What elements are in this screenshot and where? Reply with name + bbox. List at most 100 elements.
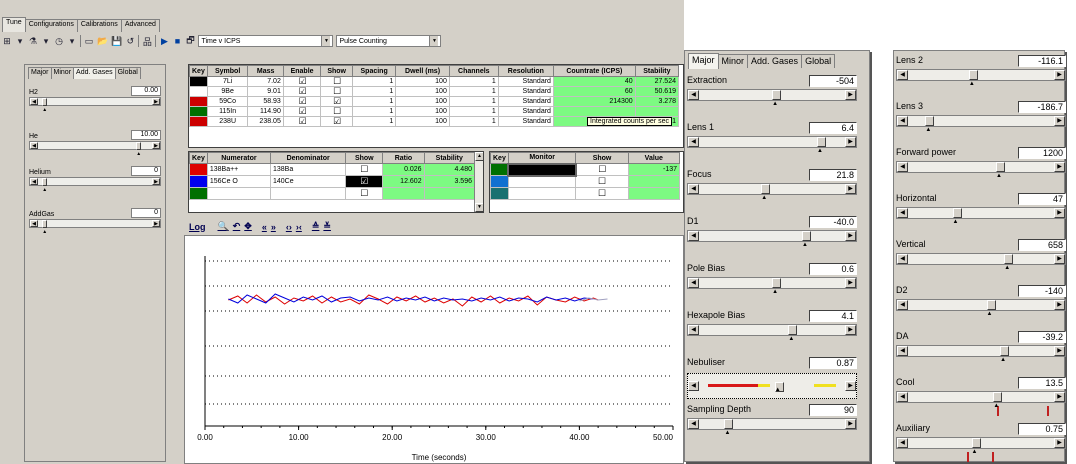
gas-slider[interactable]: ◀ ▶ xyxy=(29,177,161,186)
param-value-field[interactable]: 47 xyxy=(1018,193,1066,205)
spacing-cell[interactable]: 1 xyxy=(352,106,397,117)
arrow-right-icon[interactable]: ▶ xyxy=(845,231,856,241)
param-slider[interactable]: ◀ ▶ xyxy=(896,115,1066,127)
dwell-cell[interactable]: 100 xyxy=(395,106,450,117)
param-value-field[interactable]: 13.5 xyxy=(1018,377,1066,389)
key-swatch[interactable] xyxy=(189,187,208,200)
numerator-cell[interactable] xyxy=(206,187,272,200)
arrow-left-icon[interactable]: ◀ xyxy=(897,116,908,126)
channels-cell[interactable]: 1 xyxy=(448,76,499,87)
expand-icon[interactable]: ‹› xyxy=(285,221,292,232)
arrow-left-icon[interactable]: ◀ xyxy=(688,184,699,194)
enable-cell[interactable]: ☑ xyxy=(282,76,322,87)
properties-icon[interactable]: 🗗 xyxy=(186,35,195,45)
symbol-cell[interactable]: 7Li xyxy=(206,76,249,87)
resolution-cell[interactable]: Standard xyxy=(497,116,554,127)
arrow-left-icon[interactable]: ◀ xyxy=(897,346,908,356)
mass-cell[interactable]: 114.90 xyxy=(247,106,284,117)
show-cell[interactable]: ☐ xyxy=(575,175,629,188)
monitor-cell[interactable] xyxy=(507,175,577,188)
arrow-left-icon[interactable]: ◀ xyxy=(897,70,908,80)
slider-thumb[interactable] xyxy=(42,220,48,228)
mass-cell[interactable]: 58.93 xyxy=(247,96,284,107)
scroll-up-icon[interactable]: ▲ xyxy=(475,152,483,161)
spacing-cell[interactable]: 1 xyxy=(352,116,397,127)
slider-thumb[interactable] xyxy=(1000,346,1010,356)
col-header[interactable]: Stability xyxy=(423,152,476,164)
show-checkbox[interactable]: ☑ xyxy=(333,116,342,126)
gas-slider[interactable]: ◀ ▶ xyxy=(29,219,161,228)
enable-checkbox[interactable]: ☑ xyxy=(298,116,307,126)
param-slider[interactable]: ◀ ▶ xyxy=(896,69,1066,81)
key-swatch[interactable] xyxy=(189,86,208,97)
gas-value-field[interactable]: 10.00 xyxy=(131,130,161,140)
param-value-field[interactable]: 4.1 xyxy=(809,310,857,322)
monitor-cell[interactable] xyxy=(507,162,577,177)
col-header[interactable]: Enable xyxy=(282,65,322,77)
slider-thumb[interactable] xyxy=(925,116,935,126)
arrow-right-icon[interactable]: ▶ xyxy=(845,419,856,429)
param-slider[interactable]: ◀ ▶ xyxy=(896,253,1066,265)
arrow-right-icon[interactable]: ▶ xyxy=(845,381,856,391)
param-slider[interactable]: ◀ ▶ xyxy=(687,89,857,101)
analyte-row[interactable]: 9Be 9.01 ☑ ☐ 1 100 1 Standard 60 50.619 xyxy=(189,86,680,97)
slider-thumb[interactable] xyxy=(788,325,798,335)
param-slider[interactable]: ◀ ▶ xyxy=(896,207,1066,219)
gas-value-field[interactable]: 0 xyxy=(131,166,161,176)
slider-thumb[interactable] xyxy=(772,278,782,288)
numerator-cell[interactable]: 156Ce O xyxy=(206,175,272,188)
param-slider[interactable]: ◀ ▶ xyxy=(687,230,857,242)
analyte-row[interactable]: 59Co 58.93 ☑ ☑ 1 100 1 Standard 214300 3.278 xyxy=(189,96,680,107)
contract-icon[interactable]: ›‹ xyxy=(295,221,302,232)
arrow-left-icon[interactable]: ◀ xyxy=(30,142,38,149)
left-tab-major[interactable]: Major xyxy=(28,67,52,79)
show-cell[interactable]: ☐ xyxy=(345,187,384,200)
col-header[interactable]: Spacing xyxy=(352,65,397,77)
enable-checkbox[interactable]: ☑ xyxy=(298,76,307,86)
denominator-cell[interactable]: 140Ce xyxy=(269,175,347,188)
arrow-right-icon[interactable]: ▶ xyxy=(1054,438,1065,448)
numerator-cell[interactable]: 138Ba++ xyxy=(206,163,272,176)
param-value-field[interactable]: -140 xyxy=(1018,285,1066,297)
param-value-field[interactable]: 0.75 xyxy=(1018,423,1066,435)
col-header[interactable]: Countrate (ICPS) xyxy=(552,65,636,77)
ratio-scrollbar[interactable]: ▲ ▼ xyxy=(474,152,483,212)
arrow-left-icon[interactable]: ◀ xyxy=(688,278,699,288)
left-tab-minor[interactable]: Minor xyxy=(50,67,75,79)
time-chart[interactable]: 0.00 10.00 20.00 30.00 40.00 50.00 Time (secon… xyxy=(184,235,684,464)
param-slider[interactable]: ◀ ▶ xyxy=(896,437,1066,462)
slider-thumb[interactable] xyxy=(761,184,771,194)
slider-thumb[interactable] xyxy=(968,70,978,80)
ratio-row[interactable]: 138Ba++ 138Ba ☐ 0.026 4.480 xyxy=(189,163,476,176)
arrow-right-icon[interactable]: ▶ xyxy=(152,220,160,227)
param-value-field[interactable]: 0.87 xyxy=(809,357,857,369)
arrow-left-icon[interactable]: ◀ xyxy=(897,438,908,448)
show-checkbox[interactable]: ☐ xyxy=(598,176,607,187)
arrow-left-icon[interactable]: ◀ xyxy=(30,220,38,227)
panel-tab-add-gases[interactable]: Add. Gases xyxy=(747,54,803,68)
scale-down-icon[interactable]: ≚ xyxy=(323,221,331,231)
slider-thumb[interactable] xyxy=(42,178,48,186)
show-cell[interactable]: ☐ xyxy=(320,76,354,87)
slider-thumb[interactable] xyxy=(1004,254,1014,264)
monitor-row[interactable]: ☐ -137 xyxy=(490,162,681,177)
show-checkbox[interactable]: ☐ xyxy=(333,76,342,86)
enable-cell[interactable]: ☑ xyxy=(282,116,322,127)
param-slider[interactable]: ◀ ▶ xyxy=(687,183,857,195)
symbol-cell[interactable]: 238U xyxy=(206,116,249,127)
arrow-right-icon[interactable]: ▶ xyxy=(152,142,160,149)
arrow-right-icon[interactable]: ▶ xyxy=(1054,254,1065,264)
slider-thumb[interactable] xyxy=(774,382,784,392)
channels-cell[interactable]: 1 xyxy=(448,96,499,107)
slider-thumb[interactable] xyxy=(952,208,962,218)
arrow-right-icon[interactable]: ▶ xyxy=(845,137,856,147)
key-swatch[interactable] xyxy=(490,163,509,176)
resolution-cell[interactable]: Standard xyxy=(497,96,554,107)
show-cell[interactable]: ☑ xyxy=(320,116,354,127)
spacing-cell[interactable]: 1 xyxy=(352,76,397,87)
periodic-table-icon[interactable]: ⊞ xyxy=(3,35,11,46)
mass-cell[interactable]: 7.02 xyxy=(247,76,284,87)
left-tab-add-gases[interactable]: Add. Gases xyxy=(73,67,116,79)
col-header[interactable]: Key xyxy=(189,65,208,77)
show-checkbox[interactable]: ☐ xyxy=(360,188,369,199)
